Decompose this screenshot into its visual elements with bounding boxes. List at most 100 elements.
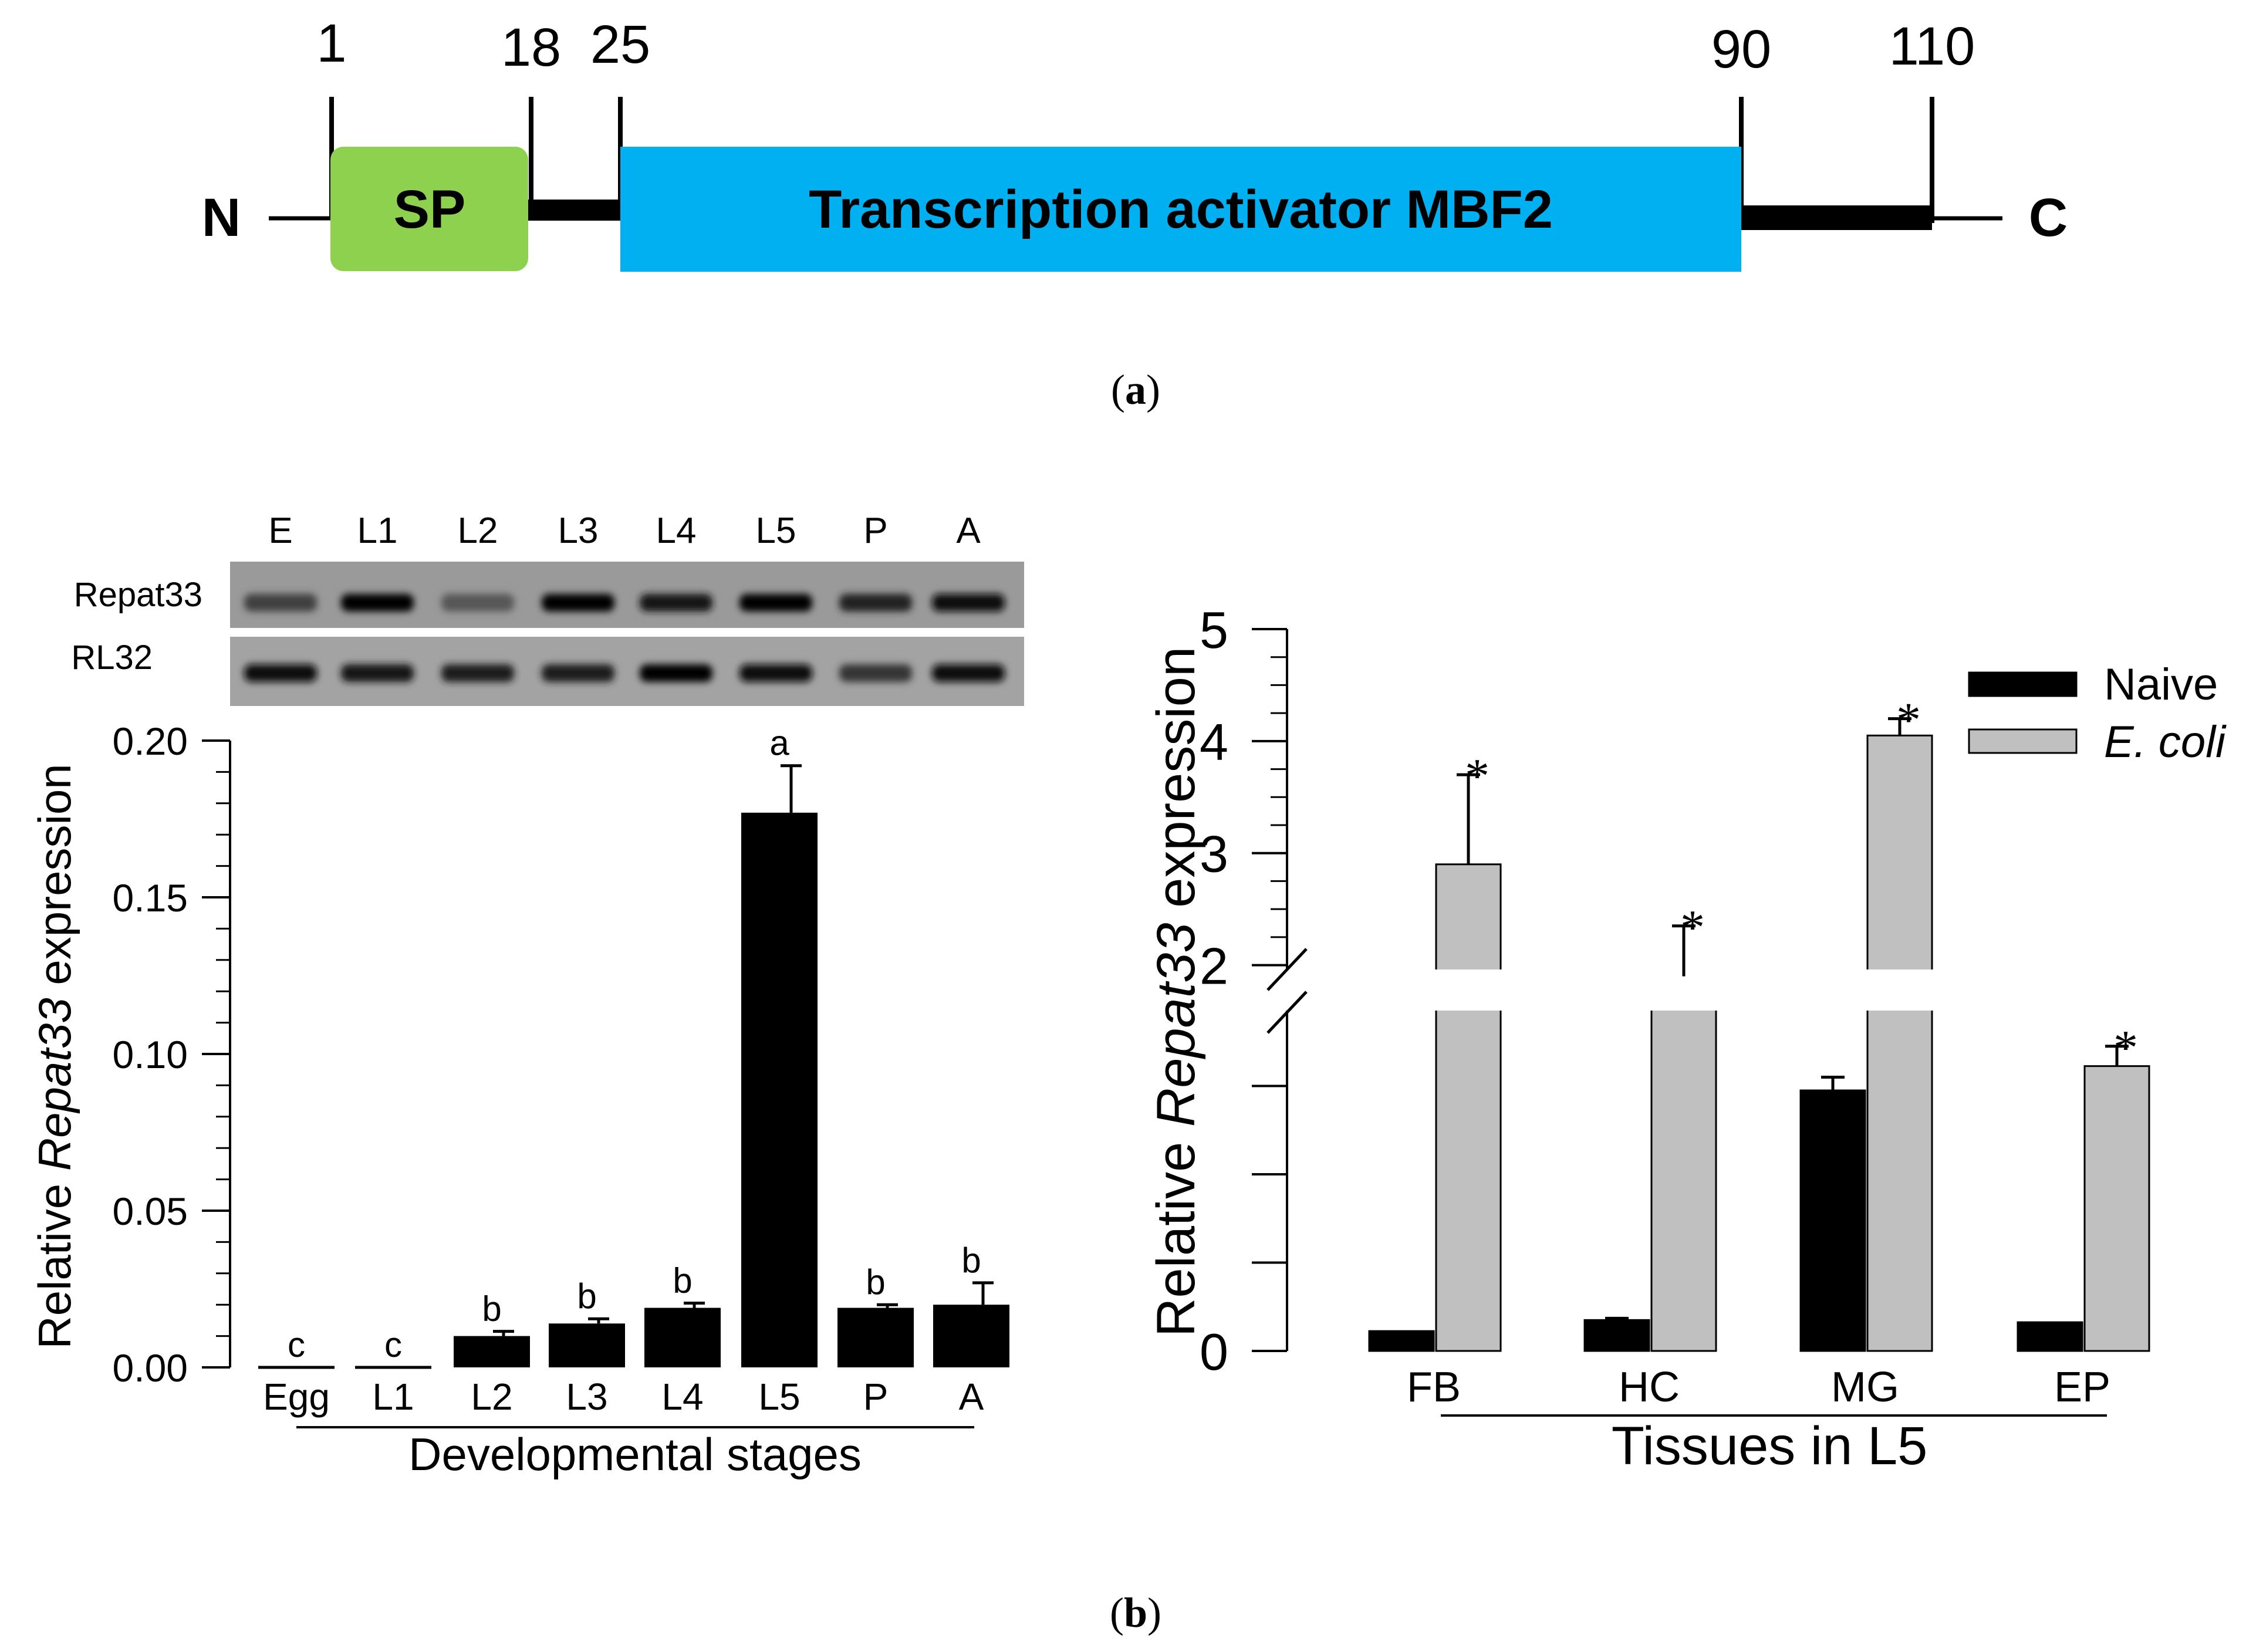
c1-sig-letter-p: b — [866, 1262, 885, 1302]
linker-90-110 — [1741, 205, 1932, 230]
c1-bars — [258, 764, 1009, 1369]
c2-labels: * FB * HC * MG * EP — [1407, 693, 2138, 1411]
c2-bar-naive-mg — [1799, 1089, 1866, 1352]
c2-sig-asterisk-mg: * — [1896, 693, 1921, 748]
c2-bar-ecoli-hc — [1650, 975, 1717, 1352]
gel-lane-label-a: A — [956, 511, 981, 551]
c1-ytick-label: 0.20 — [113, 719, 188, 763]
repat33-band-l2 — [441, 594, 514, 612]
gel-lane-label-l1: L1 — [357, 511, 398, 551]
c2-break-gap-fb — [1434, 969, 1503, 1011]
position-18: 18 — [501, 18, 561, 77]
c1-ytick-label: 0.05 — [113, 1190, 188, 1233]
gel-bands — [244, 594, 1005, 682]
gel-lane-labels: E L1 L2 L3 L4 L5 P A — [268, 511, 981, 551]
c1-sig-letter-l4: b — [673, 1261, 692, 1300]
sp-label: SP — [394, 180, 466, 239]
n-terminus-label: N — [202, 188, 241, 248]
c2-xtick-label-hc: HC — [1619, 1364, 1680, 1411]
c1-ytick-label: 0.00 — [113, 1346, 188, 1390]
gel-lane-label-l3: L3 — [558, 511, 599, 551]
c1-xtick-label-l1: L1 — [372, 1376, 414, 1418]
c2-sig-asterisk-fb: * — [1465, 749, 1490, 803]
c2-sig-asterisk-ep: * — [2113, 1021, 2138, 1075]
tissue-chart: 2 3 4 5 0 * FB * HC * MG * EP Tissues in L5 Relativ… — [1146, 601, 2227, 1476]
c1-bar-l2 — [454, 1336, 530, 1367]
position-1: 1 — [316, 13, 346, 73]
gel-image: E L1 L2 L3 L4 L5 P A Repat33 RL32 — [71, 511, 1024, 706]
rl32-band-l5 — [739, 664, 812, 682]
c1-bar-l4 — [644, 1308, 721, 1367]
linker-18-25 — [528, 200, 620, 221]
legend-swatch-ecoli — [1968, 728, 2078, 754]
c1-sig-letter-egg: c — [288, 1325, 305, 1364]
c2-break-gap-mg — [1865, 969, 1934, 1011]
c2-sig-asterisk-hc: * — [1680, 900, 1705, 955]
c2-xtick-label-mg: MG — [1831, 1364, 1899, 1411]
repat33-band-a — [932, 594, 1005, 612]
position-110: 110 — [1889, 16, 1975, 76]
gel-lane-label-e: E — [268, 511, 292, 551]
gel-row-label-rl32: RL32 — [71, 638, 153, 677]
gel-lane-label-l2: L2 — [458, 511, 498, 551]
c2-axes — [1266, 629, 1308, 1351]
c1-labels: c Egg c L1 b L2 b L3 b L4 a L5 b Pb A — [263, 724, 984, 1418]
domain-diagram: N C SP Transcription activator MBF2 1 18… — [202, 13, 2068, 413]
rl32-band-l1 — [341, 664, 414, 682]
position-25: 25 — [590, 15, 650, 75]
c2-ytick-label: 2 — [1200, 937, 1228, 995]
c2-axis-break-lower — [1266, 991, 1308, 1034]
panel-a-label: (a) — [1111, 366, 1160, 413]
c1-sig-letter-l2: b — [482, 1289, 501, 1329]
c1-sig-letter-l5: a — [769, 724, 789, 763]
c2-bar-naive-ep — [2017, 1321, 2083, 1352]
rl32-band-e — [244, 664, 317, 682]
c1-ytick-label: 0.10 — [113, 1033, 188, 1076]
rl32-band-l2 — [441, 664, 514, 682]
signal-peptide-box — [330, 147, 528, 271]
rl32-band-p — [839, 664, 912, 682]
c1-bar-l5 — [741, 812, 818, 1367]
gel-lane-label-l4: L4 — [656, 511, 697, 551]
c2-ytick-label-zero: 0 — [1200, 1323, 1228, 1381]
repat33-band-l5 — [739, 594, 812, 612]
c1-ylabel: Relative Repat33 expression — [29, 763, 80, 1349]
c2-bar-ecoli-mg — [1866, 734, 1933, 1352]
c-terminus-label: C — [2029, 188, 2068, 248]
c2-ytick-label: 3 — [1200, 825, 1228, 883]
rl32-band-l3 — [542, 664, 614, 682]
position-90: 90 — [1711, 19, 1771, 79]
c1-sig-letter-l3: b — [577, 1276, 596, 1316]
c2-axis-break-upper — [1266, 948, 1308, 991]
developmental-stage-chart: 0.00 0.05 0.10 0.15 0.20 c Egg c L1 b L2 b L3 b L4 a L5… — [29, 719, 1009, 1480]
legend-label-naive: Naive — [2104, 660, 2218, 710]
c2-ylabel: Relative Repat33 expression — [1146, 647, 1206, 1337]
c2-bars — [1368, 717, 2150, 1352]
c1-ytick-label: 0.15 — [113, 876, 188, 920]
gel-row-label-repat33: Repat33 — [74, 576, 202, 614]
c1-sig-letter-a: b — [961, 1241, 981, 1280]
gel-lane-label-l5: L5 — [756, 511, 796, 551]
repat33-band-l1 — [341, 594, 414, 612]
c2-break-gap-hc — [1649, 969, 1718, 1011]
c1-xtick-label-a: A — [959, 1376, 984, 1418]
rl32-band-l4 — [640, 664, 712, 682]
mbf2-label: Transcription activator MBF2 — [809, 180, 1553, 239]
mbf2-domain-box — [620, 147, 1741, 272]
legend-label-ecoli: E. coli — [2104, 717, 2227, 767]
c2-legend: Naive E. coli — [1968, 660, 2227, 767]
c2-ytick-label: 4 — [1200, 713, 1228, 771]
c1-xtick-label-l4: L4 — [661, 1376, 703, 1418]
c1-yticks: 0.00 0.05 0.10 0.15 0.20 — [113, 719, 230, 1390]
c1-xlabel: Developmental stages — [408, 1428, 862, 1480]
c1-xtick-label-l5: L5 — [758, 1376, 800, 1418]
c2-yticks: 2 3 4 5 0 — [1200, 601, 1287, 1381]
repat33-band-p — [839, 594, 912, 612]
c1-bar-l3 — [549, 1323, 625, 1367]
c2-bar-ecoli-ep — [2083, 1065, 2150, 1352]
c2-ytick-label: 5 — [1200, 601, 1228, 659]
c2-xtick-label-fb: FB — [1407, 1364, 1461, 1411]
c1-xtick-label-l2: L2 — [471, 1376, 512, 1418]
